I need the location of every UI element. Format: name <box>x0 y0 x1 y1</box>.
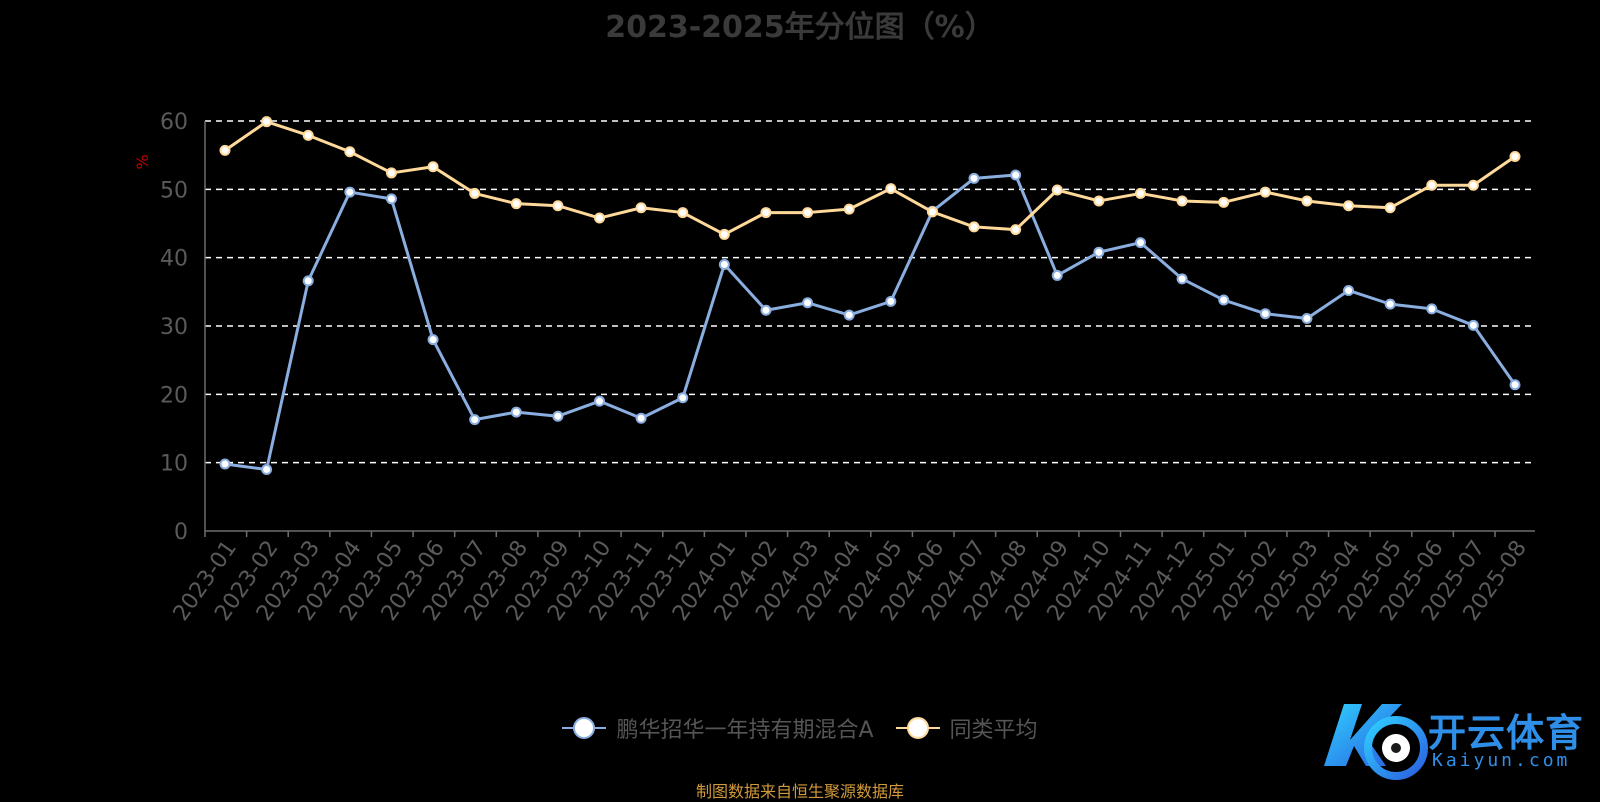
data-point <box>1509 151 1521 163</box>
data-point <box>1384 202 1396 214</box>
legend-item-average[interactable]: 同类平均 <box>895 712 1038 744</box>
data-point <box>510 406 522 418</box>
y-axis-label: % <box>133 154 152 169</box>
data-point <box>1051 269 1063 281</box>
data-point <box>1343 284 1355 296</box>
kaiyun-logo-icon <box>1324 704 1428 780</box>
data-point <box>427 334 439 346</box>
series-lines <box>219 116 1521 475</box>
data-point <box>1467 179 1479 191</box>
data-point <box>302 129 314 141</box>
legend-marker-average-icon <box>895 717 940 739</box>
data-point <box>760 304 772 316</box>
data-point <box>635 412 647 424</box>
y-tick-label: 30 <box>160 315 188 340</box>
data-point <box>261 464 273 475</box>
data-point <box>885 295 897 307</box>
data-point <box>802 297 814 309</box>
data-point <box>552 410 564 422</box>
axes <box>204 121 1535 537</box>
data-point <box>1343 200 1355 212</box>
data-point <box>1259 308 1271 320</box>
data-point <box>1384 298 1396 310</box>
data-point <box>1218 196 1230 208</box>
data-point <box>1010 224 1022 236</box>
data-point <box>968 172 980 184</box>
series-line-1 <box>224 120 1516 236</box>
data-point <box>469 414 481 426</box>
data-point <box>843 309 855 321</box>
data-point <box>427 161 439 173</box>
data-point <box>677 392 689 404</box>
data-point <box>885 183 897 195</box>
chart-title: 2023-2025年分位图（%） <box>605 10 995 45</box>
data-point <box>968 221 980 233</box>
data-point <box>469 187 481 199</box>
data-point <box>1218 294 1230 306</box>
tick-labels: 0102030405060%2023-012023-022023-032023-… <box>133 110 1532 626</box>
data-point <box>1301 195 1313 207</box>
y-tick-label: 50 <box>160 178 188 203</box>
data-point <box>219 144 231 156</box>
data-point <box>677 207 689 219</box>
data-point <box>1051 184 1063 196</box>
data-point <box>802 207 814 219</box>
legend: 鹏华招华一年持有期混合A 同类平均 <box>0 712 1600 744</box>
data-point <box>385 193 397 205</box>
data-point <box>1134 187 1146 199</box>
legend-label-average: 同类平均 <box>949 718 1038 743</box>
y-tick-label: 10 <box>160 452 188 477</box>
y-tick-label: 40 <box>160 247 188 272</box>
data-point <box>1426 179 1438 191</box>
y-tick-label: 60 <box>160 110 188 135</box>
data-point <box>302 275 314 287</box>
data-point <box>1259 186 1271 198</box>
data-point <box>1426 303 1438 315</box>
data-point <box>1301 312 1313 324</box>
data-point <box>510 198 522 210</box>
legend-marker-fund-icon <box>562 717 607 739</box>
data-point <box>1467 319 1479 331</box>
data-point <box>594 395 606 407</box>
data-point <box>1010 169 1022 181</box>
watermark-logo: 开云体育 Kaiyun.com <box>1310 696 1600 786</box>
data-point <box>718 259 730 270</box>
legend-item-fund[interactable]: 鹏华招华一年持有期混合A <box>562 712 874 744</box>
data-point <box>635 202 647 214</box>
data-point <box>1509 379 1521 391</box>
data-point <box>1176 273 1188 285</box>
data-point <box>594 212 606 224</box>
source-note: 制图数据来自恒生聚源数据库 <box>695 782 904 801</box>
data-point <box>1134 237 1146 249</box>
data-point <box>344 186 356 198</box>
watermark-brand: 开云体育 <box>1428 711 1585 755</box>
watermark-domain: Kaiyun.com <box>1432 750 1571 771</box>
data-point <box>385 167 397 179</box>
data-point <box>1093 195 1105 207</box>
data-point <box>1093 246 1105 258</box>
legend-label-fund: 鹏华招华一年持有期混合A <box>616 718 874 743</box>
data-point <box>760 207 772 219</box>
y-tick-label: 0 <box>174 520 188 545</box>
grid-lines <box>205 120 1535 464</box>
data-point <box>926 206 938 218</box>
data-point <box>843 203 855 215</box>
data-point <box>344 146 356 158</box>
data-point <box>1176 195 1188 207</box>
series-line-0 <box>224 173 1517 471</box>
data-point <box>552 200 564 212</box>
y-tick-label: 20 <box>160 383 188 408</box>
data-point <box>261 116 273 128</box>
data-point <box>219 458 231 470</box>
data-point <box>718 228 730 240</box>
